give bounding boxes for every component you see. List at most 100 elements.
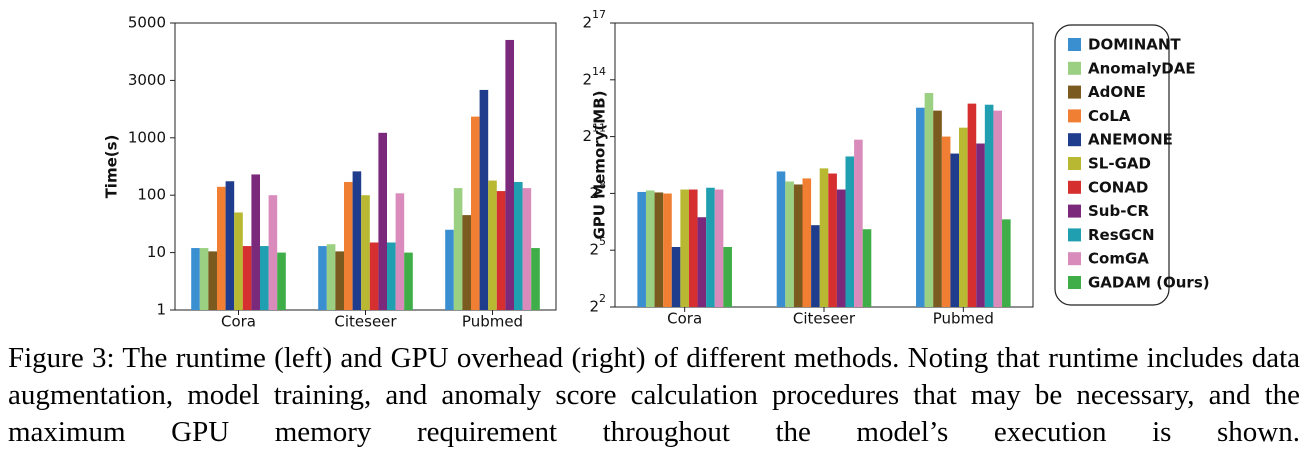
legend-label: GADAM (Ours): [1088, 274, 1210, 292]
bar: [531, 248, 540, 310]
bar: [714, 189, 724, 307]
bar: [967, 103, 977, 308]
legend-swatch: [1068, 109, 1081, 123]
bar: [976, 143, 985, 307]
bar: [514, 181, 523, 310]
figure: 1 10 100 1000 3000 5000 Time(s) Cora Citeseer Pub…: [103, 8, 1210, 331]
y-tick-label: 3000: [128, 71, 166, 89]
bar: [352, 171, 362, 310]
x-tick-label: Cora: [221, 313, 256, 331]
bar: [706, 187, 715, 307]
legend-swatch: [1068, 204, 1081, 218]
bar: [335, 251, 344, 310]
bar: [671, 246, 681, 307]
y-tick-label: 5000: [128, 14, 166, 32]
legend-swatch: [1068, 228, 1081, 242]
bar: [984, 104, 994, 307]
legend-label: AdONE: [1088, 83, 1146, 101]
bar: [697, 217, 707, 307]
bar: [260, 246, 269, 310]
bar: [862, 229, 872, 307]
y-tick-label: 22: [589, 292, 606, 316]
bar: [268, 195, 278, 310]
bar: [277, 252, 286, 310]
bar: [453, 188, 463, 310]
bar: [688, 189, 698, 307]
y-axis-label: Time(s): [103, 135, 121, 199]
bar: [950, 153, 960, 307]
bar: [217, 186, 226, 310]
legend-label: ResGCN: [1088, 226, 1155, 244]
x-tick-label: Pubmed: [933, 310, 994, 328]
legend-label: ComGA: [1088, 250, 1149, 268]
bar: [251, 174, 260, 310]
bar: [1002, 219, 1011, 307]
bar: [225, 181, 235, 310]
y-tick-label: 214: [582, 65, 606, 89]
bar: [479, 89, 489, 310]
bar: [854, 139, 863, 307]
bar: [242, 246, 252, 310]
bar: [234, 212, 243, 310]
bar: [663, 193, 672, 307]
legend-swatch: [1068, 180, 1081, 194]
bar: [645, 190, 655, 307]
bar: [404, 252, 413, 310]
bar: [819, 168, 829, 307]
bar: [836, 189, 846, 307]
legend-swatch: [1068, 157, 1081, 170]
legend-label: AnomalyDAE: [1088, 59, 1196, 77]
caption: Figure 3: The runtime (left) and GPU ove…: [8, 342, 1300, 448]
bar: [369, 242, 379, 310]
y-tick-label: 100: [137, 186, 166, 204]
bar: [387, 242, 396, 310]
x-tick-label: Citeseer: [793, 310, 856, 328]
bar: [488, 180, 497, 310]
legend-swatch: [1068, 61, 1081, 75]
y-axis-label: GPU Memory(MB): [591, 91, 609, 240]
y-tick-label: 10: [147, 243, 166, 261]
legend-label: SL-GAD: [1088, 155, 1151, 173]
bar: [462, 215, 471, 310]
y-tick-label: 217: [582, 8, 606, 32]
bar: [318, 246, 327, 310]
bar: [378, 132, 387, 310]
x-tick-label: Pubmed: [462, 313, 523, 331]
legend-label: CONAD: [1088, 178, 1148, 196]
bar: [924, 93, 934, 307]
bar: [845, 156, 855, 307]
bar: [344, 181, 353, 310]
bar: [326, 244, 336, 310]
bar: [199, 248, 209, 310]
legend-label: DOMINANT: [1088, 36, 1181, 54]
bar: [941, 136, 951, 307]
bar: [191, 248, 200, 310]
bar: [811, 225, 820, 307]
bar: [637, 191, 646, 307]
bar: [828, 173, 837, 307]
legend-swatch: [1068, 252, 1081, 266]
bar: [522, 188, 532, 310]
bar: [793, 184, 803, 307]
bar: [395, 193, 405, 310]
bar: [916, 107, 925, 308]
x-tick-label: Cora: [667, 310, 702, 328]
legend-swatch: [1068, 38, 1081, 51]
bar: [505, 39, 514, 310]
bar: [445, 229, 454, 310]
legend-box: [1054, 24, 1170, 306]
legend-swatch: [1068, 133, 1081, 147]
legend-label: CoLA: [1088, 107, 1131, 125]
bar: [471, 116, 480, 311]
bar: [654, 192, 664, 307]
bar: [933, 110, 942, 308]
bar: [776, 171, 786, 307]
bar: [993, 110, 1003, 308]
bar: [496, 191, 506, 310]
bar: [361, 195, 370, 310]
x-tick-label: Citeseer: [334, 313, 397, 331]
legend-swatch: [1068, 85, 1081, 99]
bar: [959, 127, 968, 307]
legend-label: Sub-CR: [1088, 202, 1149, 220]
